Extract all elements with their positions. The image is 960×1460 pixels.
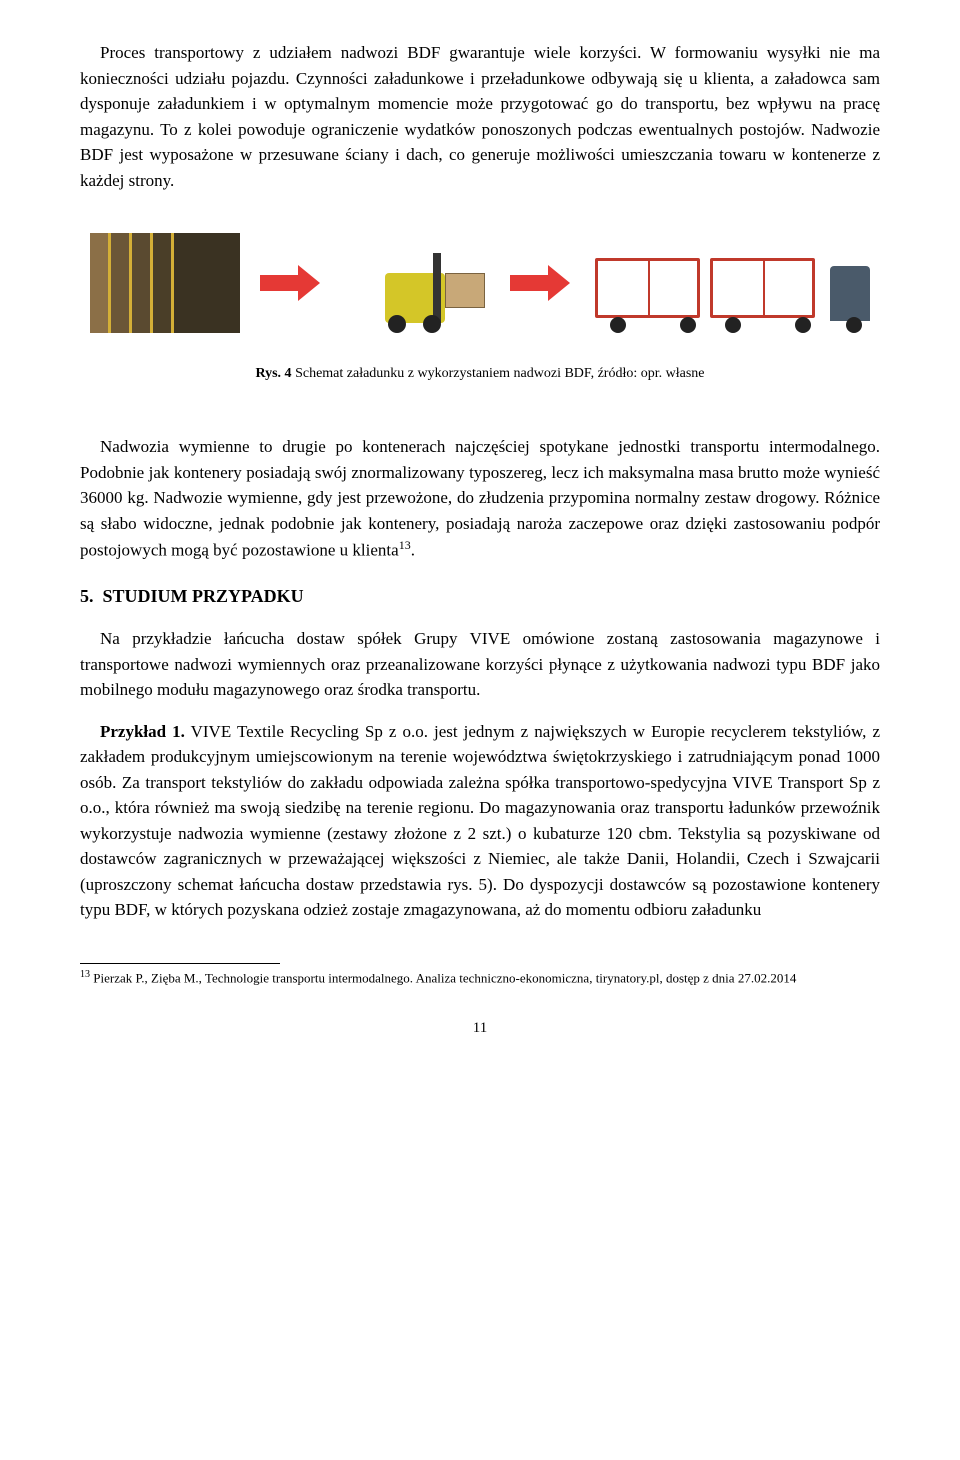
footnote-separator xyxy=(80,963,280,964)
warehouse-image xyxy=(90,233,240,333)
paragraph-2: Nadwozia wymienne to drugie po kontenera… xyxy=(80,434,880,563)
paragraph-4-text: VIVE Textile Recycling Sp z o.o. jest je… xyxy=(80,722,880,920)
footnote-13: 13 Pierzak P., Zięba M., Technologie tra… xyxy=(80,968,880,988)
section-title: STUDIUM PRZYPADKU xyxy=(103,586,304,606)
forklift-image xyxy=(340,233,490,333)
page-number: 11 xyxy=(80,1017,880,1040)
arrow-icon xyxy=(260,268,320,298)
paragraph-2-text: Nadwozia wymienne to drugie po kontenera… xyxy=(80,437,880,560)
paragraph-1: Proces transportowy z udziałem nadwozi B… xyxy=(80,40,880,193)
example-1-label: Przykład 1. xyxy=(100,722,185,741)
section-number: 5. xyxy=(80,586,94,606)
truck-image xyxy=(590,233,870,333)
paragraph-4: Przykład 1. VIVE Textile Recycling Sp z … xyxy=(80,719,880,923)
figure-4-caption: Rys. 4 Schemat załadunku z wykorzystanie… xyxy=(80,363,880,384)
footnote-ref-13: 13 xyxy=(399,538,411,552)
arrow-icon xyxy=(510,268,570,298)
footnote-number: 13 xyxy=(80,969,90,980)
paragraph-3: Na przykładzie łańcucha dostaw spółek Gr… xyxy=(80,626,880,703)
section-5-heading: 5. STUDIUM PRZYPADKU xyxy=(80,583,880,610)
footnote-text: Pierzak P., Zięba M., Technologie transp… xyxy=(90,970,796,985)
figure-4 xyxy=(80,233,880,333)
figure-caption-label: Rys. 4 xyxy=(255,366,291,381)
figure-caption-text: Schemat załadunku z wykorzystaniem nadwo… xyxy=(292,366,705,381)
